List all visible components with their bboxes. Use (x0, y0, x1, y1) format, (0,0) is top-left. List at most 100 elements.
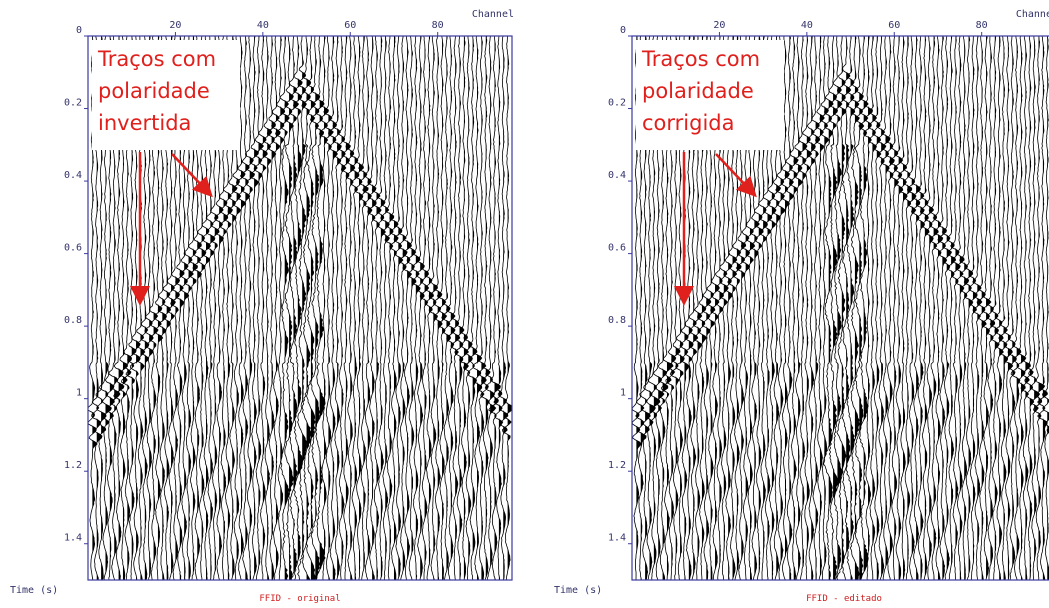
trace-fill (933, 36, 939, 580)
trace-fill (118, 36, 124, 580)
trace-fill (223, 36, 228, 580)
trace-fill (728, 36, 733, 580)
trace (323, 36, 334, 580)
annotation-box (92, 40, 240, 150)
x-tick-label: 40 (257, 20, 269, 31)
plot-frame (87, 35, 513, 581)
trace (915, 36, 926, 580)
trace-fill (367, 36, 372, 580)
trace-fill (994, 36, 1000, 580)
trace-fill (302, 36, 307, 580)
y-tick-label: 1.4 (64, 533, 82, 544)
x-tick-label: 40 (801, 20, 813, 31)
trace (484, 36, 497, 580)
annotation: Traços com (97, 47, 216, 71)
trace-fill (793, 36, 799, 580)
trace-fill (1021, 36, 1026, 580)
trace-fill (415, 36, 421, 580)
trace-fill (885, 36, 891, 580)
trace (1020, 36, 1031, 580)
trace-fill (101, 36, 107, 580)
y-tick-label: 0.2 (608, 98, 626, 109)
trace-fill (459, 36, 464, 580)
trace (963, 36, 974, 580)
chart-title: FFID - editado (806, 594, 882, 604)
trace-fill (240, 36, 246, 580)
trace (793, 36, 804, 580)
trace-fill (798, 36, 803, 580)
trace (406, 36, 417, 580)
trace-fill (710, 36, 715, 580)
x-tick-label: 60 (888, 20, 900, 31)
trace (306, 36, 317, 580)
y-tick-label: 0 (76, 25, 82, 36)
trace-fill (920, 36, 925, 580)
y-tick-label: 1 (76, 388, 82, 399)
trace (1007, 36, 1017, 580)
arrow (715, 153, 757, 198)
trace-fill (398, 36, 403, 580)
trace-fill (872, 36, 877, 580)
trace-fill (433, 36, 438, 580)
trace-fill (688, 36, 694, 580)
trace (941, 36, 953, 580)
trace-fill (815, 36, 820, 580)
trace-fill (271, 36, 276, 580)
trace-fill (157, 36, 163, 580)
trace-fill (341, 36, 346, 580)
trace-fill (424, 36, 429, 580)
trace-fill (924, 36, 930, 580)
trace-fill (201, 36, 206, 580)
annotation-box (636, 40, 784, 150)
trace-fill (859, 36, 864, 580)
trace (450, 36, 461, 580)
trace-fill (1029, 36, 1034, 580)
trace-fill (206, 36, 211, 580)
trace-fill (645, 36, 651, 580)
trace (959, 36, 970, 580)
y-tick-label: 1.2 (608, 460, 626, 471)
trace-fill (964, 36, 969, 580)
trace-fill (741, 36, 746, 580)
trace-fill (894, 36, 899, 580)
trace-fill (258, 36, 264, 580)
trace-fill (636, 36, 642, 580)
annotation: polaridade (98, 79, 210, 103)
trace-fill (481, 36, 487, 580)
trace-fill (411, 36, 416, 580)
trace-fill (754, 36, 760, 580)
y-tick-label: 0.2 (64, 98, 82, 109)
trace-fill (723, 36, 729, 580)
trace-fill (197, 36, 202, 580)
trace (398, 36, 408, 580)
x-tick-label: 60 (344, 20, 356, 31)
trace-fill (658, 36, 664, 580)
trace-fill (1034, 36, 1040, 580)
y-tick-label: 0.8 (608, 315, 626, 326)
trace-fill (784, 36, 790, 580)
trace (1024, 36, 1035, 580)
trace-fill (666, 36, 674, 580)
trace-fill (911, 36, 917, 580)
trace-fill (889, 36, 895, 580)
trace-fill (640, 36, 647, 580)
trace (454, 36, 465, 580)
trace-fill (267, 36, 272, 580)
trace-fill (771, 36, 777, 580)
plot-frame (631, 35, 1049, 581)
x-tick-label: 80 (976, 20, 988, 31)
panel: 20 40 60 80 0 0.2 0.4 0.6 0.8 1 1.2 1.4 Channel Time … (10, 9, 514, 604)
y-tick-label: 0.4 (608, 170, 626, 181)
trace (880, 36, 891, 580)
trace (981, 36, 992, 580)
trace-fill (503, 36, 508, 580)
trace-fill (732, 36, 737, 580)
trace-fill (1007, 36, 1013, 580)
trace-fill (789, 36, 794, 580)
trace-fill (337, 36, 342, 580)
annotation: polaridade (642, 79, 754, 103)
trace (976, 36, 987, 580)
trace-fill (977, 36, 982, 580)
trace-fill (275, 36, 281, 580)
